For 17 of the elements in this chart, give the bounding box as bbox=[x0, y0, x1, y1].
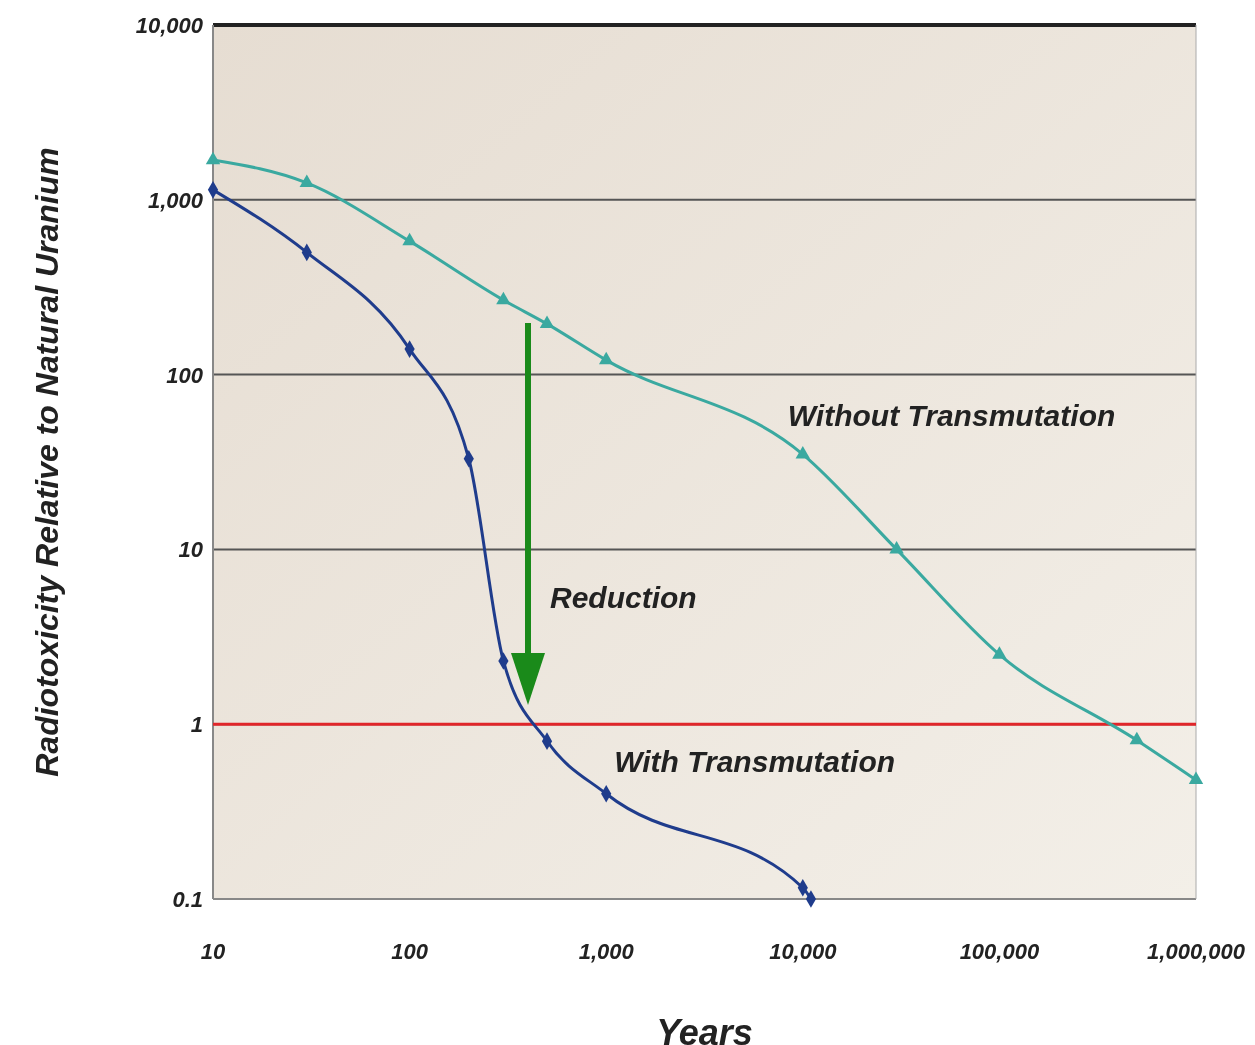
y-tick-label: 10 bbox=[178, 537, 204, 563]
x-tick-label: 100,000 bbox=[959, 939, 1040, 964]
x-tick-label: 1,000,000 bbox=[1147, 939, 1246, 964]
x-tick-label: 100 bbox=[391, 939, 429, 964]
y-tick-label: 100 bbox=[166, 362, 204, 388]
x-axis-title: Years bbox=[656, 1012, 753, 1045]
annotation: Reduction bbox=[550, 581, 697, 614]
x-tick-label: 10 bbox=[200, 939, 226, 964]
y-tick-label: 1,000 bbox=[147, 187, 204, 213]
y-tick-label: 1 bbox=[190, 712, 203, 738]
y-tick-label: 10,000 bbox=[135, 13, 204, 38]
x-tick-label: 1,000 bbox=[578, 939, 635, 964]
y-axis-title: Radiotoxicity Relative to Natural Uranium bbox=[29, 147, 65, 777]
y-tick-label: 0.1 bbox=[172, 887, 203, 912]
series-label: Without Transmutation bbox=[787, 399, 1116, 433]
series-label: With Transmutation bbox=[614, 744, 896, 778]
x-tick-label: 10,000 bbox=[769, 939, 838, 964]
